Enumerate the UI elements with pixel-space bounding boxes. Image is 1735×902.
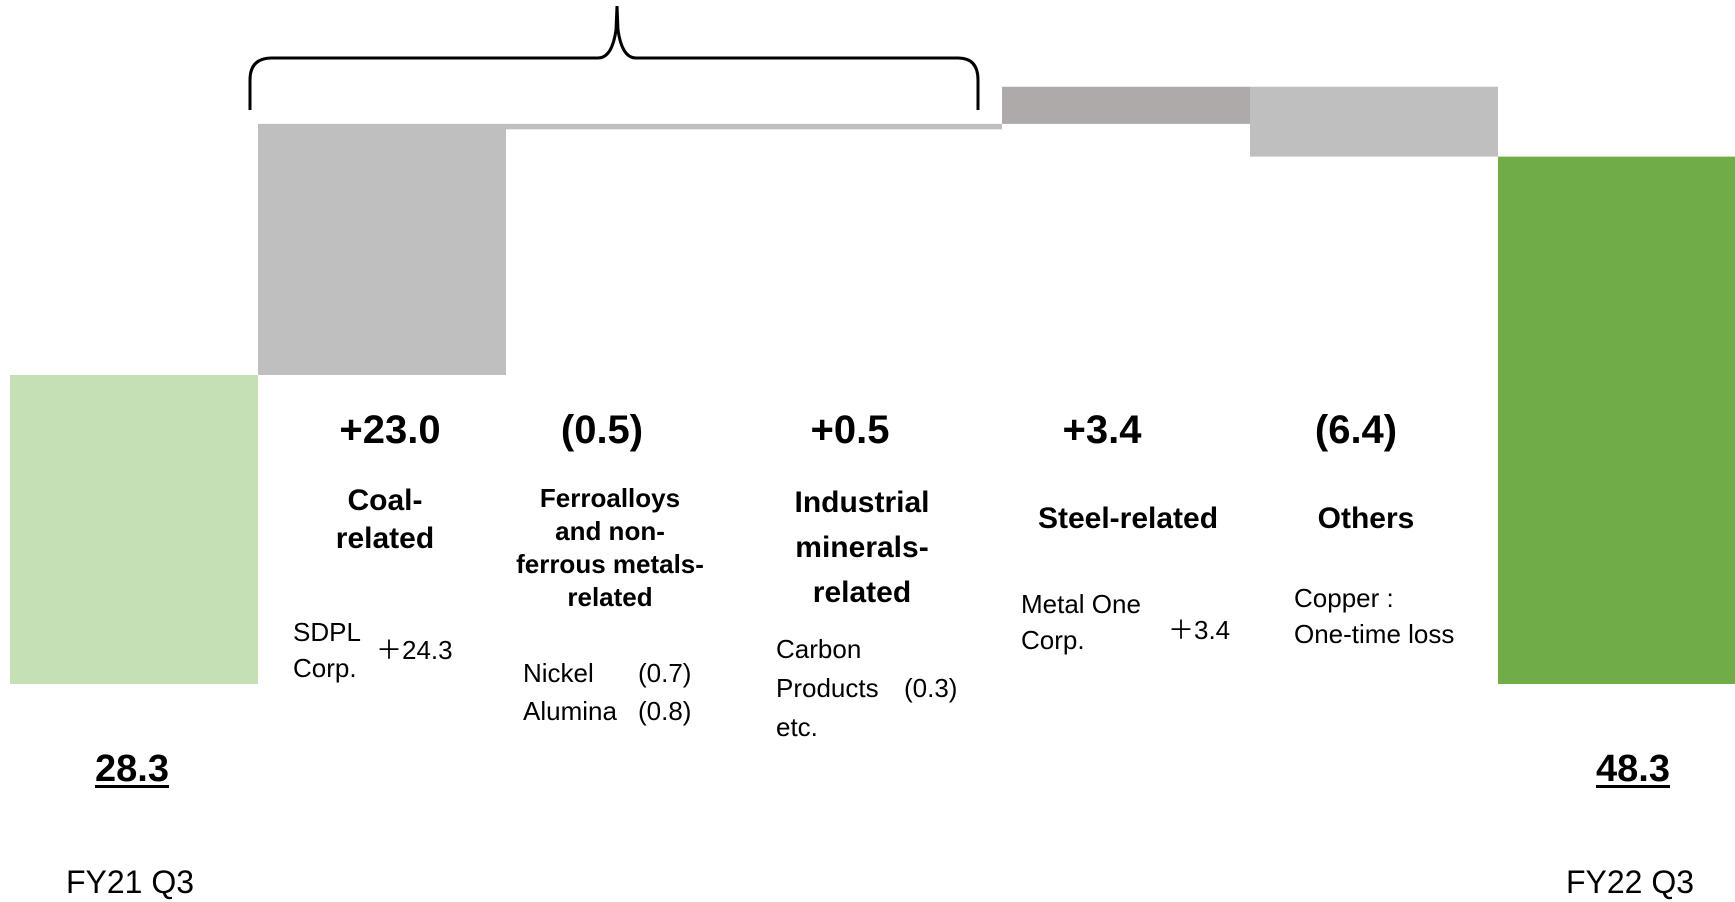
detail-ferro-alumina-name: Alumina: [523, 696, 617, 726]
detail-coal-value: ＋24.3: [376, 635, 453, 665]
detail-steel-value: ＋3.4: [1168, 615, 1231, 645]
category-label-others: Others: [1266, 500, 1466, 538]
category-line: related: [335, 522, 435, 555]
delta-label-industrial: +0.5: [810, 408, 890, 452]
end-period-label: FY22 Q3: [1565, 864, 1695, 900]
delta-label-coal: +23.0: [339, 408, 441, 452]
bar-end: [1498, 156, 1735, 685]
bar-others: [1250, 86, 1498, 157]
detail-coal-name: SDPL Corp.: [293, 614, 361, 686]
category-label-steel: Steel-related: [1003, 500, 1253, 538]
detail-industrial-value: (0.3): [904, 673, 958, 703]
category-line: Industrial: [794, 486, 930, 519]
bar-industrial: [754, 123, 1002, 130]
detail-line: Copper :: [1294, 583, 1394, 613]
detail-line: SDPL: [293, 617, 361, 647]
detail-line: Carbon: [776, 634, 862, 664]
end-value-label: 48.3: [1596, 748, 1670, 790]
category-label-coal: Coal- related: [285, 482, 485, 558]
category-line: related: [567, 582, 653, 612]
detail-line: Corp.: [1021, 625, 1085, 655]
detail-line: Products: [776, 673, 879, 703]
start-value-label: 28.3: [95, 748, 169, 790]
detail-ferro-nickel-name: Nickel: [523, 658, 594, 688]
group-brace: [248, 5, 980, 110]
category-label-ferro: Ferroalloys and non- ferrous metals- rel…: [500, 482, 720, 614]
detail-others-name: Copper : One-time loss: [1294, 580, 1454, 652]
bar-ferro: [506, 123, 754, 130]
detail-line: One-time loss: [1294, 619, 1455, 649]
detail-steel-name: Metal One Corp.: [1021, 586, 1141, 658]
category-line: Others: [1317, 502, 1415, 535]
category-line: Ferroalloys: [539, 483, 681, 513]
bar-start: [10, 375, 258, 684]
category-line: Coal-: [347, 484, 423, 517]
category-line: minerals-: [795, 531, 929, 564]
delta-label-ferro: (0.5): [560, 408, 644, 452]
delta-label-steel: +3.4: [1062, 408, 1142, 452]
bar-steel: [1002, 86, 1250, 124]
category-line: Steel-related: [1037, 502, 1219, 535]
delta-label-others: (6.4): [1314, 408, 1398, 452]
category-line: ferrous metals-: [516, 549, 704, 579]
category-line: related: [812, 576, 912, 609]
detail-line: Metal One: [1021, 589, 1141, 619]
start-period-label: FY21 Q3: [65, 864, 195, 900]
detail-industrial-name: Carbon Products etc.: [776, 630, 879, 747]
detail-line: Corp.: [293, 653, 357, 683]
bar-coal: [258, 123, 506, 375]
category-label-industrial: Industrial minerals- related: [762, 480, 962, 615]
detail-ferro-nickel-value: (0.7): [638, 658, 692, 688]
category-line: and non-: [555, 516, 665, 546]
detail-ferro-alumina-value: (0.8): [638, 696, 692, 726]
detail-line: etc.: [776, 712, 818, 742]
